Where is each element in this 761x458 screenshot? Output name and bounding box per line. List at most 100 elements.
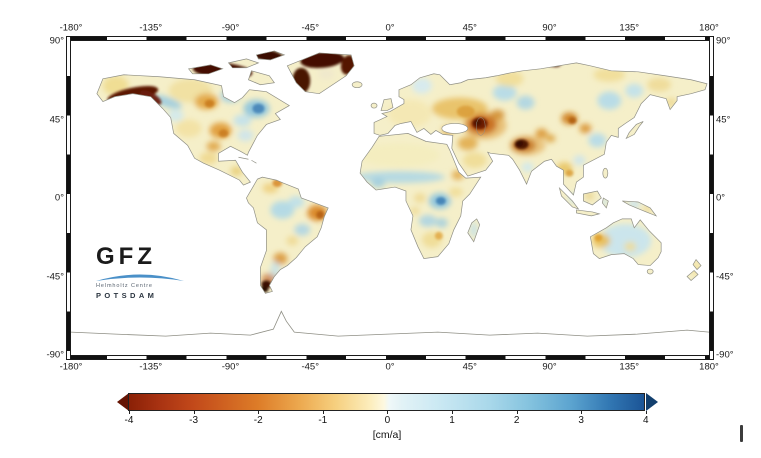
- anomaly-blob: [593, 67, 626, 82]
- gfz-logo-institute: Helmholtz Centre: [96, 283, 153, 289]
- colorbar-tick: [258, 411, 260, 414]
- antarctica-coastline: [71, 310, 709, 337]
- colorbar-tick: [581, 411, 583, 414]
- anomaly-blob: [218, 129, 229, 138]
- anomaly-blob: [409, 206, 420, 215]
- gfz-logo: GFZ Helmholtz Centre POTSDAM: [96, 245, 192, 299]
- anomaly-blob: [628, 198, 641, 209]
- gfz-logo-acronym: GFZ: [96, 243, 156, 270]
- anomaly-blob: [462, 152, 487, 169]
- anomaly-blob: [270, 200, 295, 219]
- gfz-logo-swoosh-icon: [96, 274, 184, 281]
- colorbar-tick-label: -4: [124, 415, 134, 426]
- lat-tick-left: -90°: [46, 349, 64, 361]
- anomaly-blob: [492, 84, 517, 101]
- lat-tick-left: 0°: [54, 192, 64, 204]
- lon-tick-bottom: -180°: [59, 361, 83, 373]
- lon-tick-top: -135°: [139, 22, 163, 34]
- lon-tick-bottom: 180°: [699, 361, 719, 373]
- lon-tick-bottom: 135°: [619, 361, 640, 373]
- map-frame-left: [66, 36, 71, 360]
- anomaly-blob: [457, 136, 478, 151]
- anomaly-blob: [167, 109, 184, 122]
- colorbar-tick-label: 2: [513, 415, 520, 426]
- anomaly-blob: [316, 210, 325, 219]
- lon-tick-bottom: 90°: [542, 361, 557, 373]
- colorbar-tick-label: -1: [318, 415, 328, 426]
- colorbar-tick: [645, 411, 647, 414]
- anomaly-blob: [535, 128, 548, 139]
- anomaly-blob: [388, 99, 432, 128]
- anomaly-blob: [230, 166, 243, 177]
- anomaly-blob: [448, 187, 463, 198]
- lon-tick-bottom: -135°: [139, 361, 163, 373]
- anomaly-blob: [206, 141, 221, 152]
- anomaly-field-soft: [102, 67, 703, 286]
- anomaly-blob: [273, 252, 288, 265]
- anomaly-blob: [413, 193, 426, 203]
- lat-tick-right: -90°: [716, 349, 734, 361]
- map-frame-bottom: [66, 355, 714, 360]
- colorbar-arrow-right: [646, 393, 658, 411]
- anomaly-blob: [647, 77, 672, 92]
- black-sea: [441, 123, 469, 134]
- lon-tick-top: 135°: [619, 22, 640, 34]
- anomaly-blob: [568, 193, 581, 203]
- anomaly-blob: [573, 155, 586, 166]
- anomaly-blob: [579, 123, 592, 134]
- colorbar-tick: [193, 411, 195, 414]
- anomaly-blob: [355, 171, 445, 184]
- anomaly-blob: [411, 77, 432, 94]
- lat-tick-right: 0°: [716, 192, 726, 204]
- colorbar-tick-label: 1: [449, 415, 455, 426]
- lon-tick-top: -90°: [221, 22, 240, 34]
- colorbar-tick-label: 4: [643, 415, 649, 426]
- anomaly-blob: [286, 235, 299, 246]
- colorbar-tick-label: -2: [253, 415, 263, 426]
- anomaly-blob: [434, 231, 443, 240]
- coastlines: [96, 50, 708, 294]
- lat-tick-left: 45°: [49, 114, 64, 125]
- text-caret-artifact: [740, 425, 743, 442]
- lat-tick-right: -45°: [716, 271, 734, 282]
- world-map: [71, 50, 709, 337]
- colorbar: [cm/a] -4 -3 -2 -1 0 1 2 3 4: [117, 392, 658, 450]
- anomaly-blob: [360, 143, 440, 168]
- colorbar-unit-label: [cm/a]: [372, 429, 402, 441]
- lon-tick-top: -45°: [301, 22, 320, 34]
- anomaly-blob: [432, 55, 450, 67]
- anomaly-blob: [288, 196, 305, 208]
- anomaly-blob: [252, 103, 265, 114]
- anomaly-blob: [490, 109, 505, 120]
- lon-tick-bottom: -45°: [301, 361, 320, 373]
- lon-tick-top: 180°: [699, 22, 719, 34]
- anomaly-blob: [371, 178, 386, 189]
- lat-tick-left: 90°: [49, 35, 64, 47]
- anomaly-blob: [294, 223, 311, 236]
- anomaly-blob: [516, 140, 524, 147]
- anomaly-blob: [597, 91, 622, 110]
- colorbar-tick: [129, 411, 130, 414]
- map-frame-right: [709, 36, 714, 360]
- lat-tick-left: -45°: [46, 271, 64, 282]
- anomaly-blob: [521, 162, 534, 173]
- anomaly-blob: [625, 83, 644, 98]
- colorbar-tick-label: -3: [189, 415, 199, 426]
- lat-tick-right: 90°: [716, 35, 731, 47]
- anomaly-blob: [599, 223, 652, 258]
- anomaly-blob: [435, 217, 448, 228]
- lon-tick-bottom: 0°: [385, 361, 395, 373]
- anomaly-blob: [568, 117, 577, 124]
- anomaly-blob: [204, 99, 215, 108]
- lat-tick-right: 45°: [716, 114, 731, 125]
- anomaly-blob: [516, 95, 535, 110]
- lon-tick-bottom: 45°: [462, 361, 477, 373]
- colorbar-tick-label: 0: [384, 415, 391, 426]
- anomaly-blob: [456, 105, 475, 118]
- anomaly-blob: [237, 129, 254, 142]
- colorbar-gradient: [128, 393, 645, 411]
- anomaly-blob: [565, 169, 574, 177]
- anomaly-blob: [418, 214, 437, 227]
- anomaly-blob: [199, 152, 218, 165]
